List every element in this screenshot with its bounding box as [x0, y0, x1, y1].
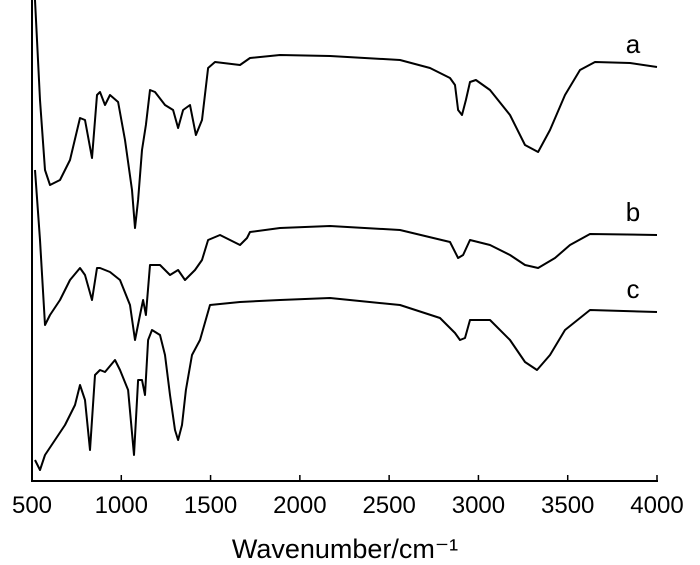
series-label: c [627, 274, 640, 304]
series-label: a [626, 29, 641, 59]
x-tick-label: 3000 [452, 492, 505, 519]
x-tick-label: 1500 [184, 492, 237, 519]
x-tick-label: 500 [12, 492, 52, 519]
x-tick-label: 2000 [273, 492, 326, 519]
series-label: b [626, 197, 640, 227]
x-tick-label: 4000 [630, 492, 683, 519]
x-tick-label: 3500 [541, 492, 594, 519]
x-tick-label: 2500 [362, 492, 415, 519]
spectrum-line [34, 169, 658, 341]
spectrum-line [34, 0, 658, 229]
x-tick-label: 1000 [95, 492, 148, 519]
x-axis-title: Wavenumber/cm⁻¹ [232, 534, 458, 564]
spectrum-line [34, 297, 658, 471]
